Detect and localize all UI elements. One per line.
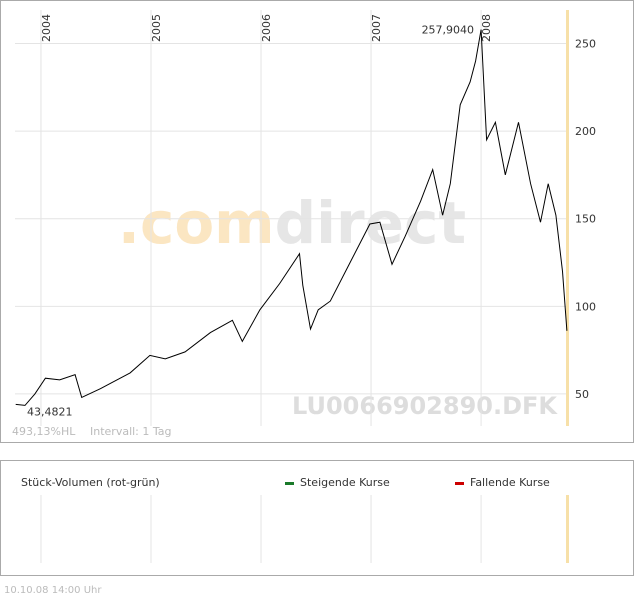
legend-swatch bbox=[455, 482, 464, 485]
x-tick-label: 2005 bbox=[150, 14, 163, 42]
x-tick-label: 2006 bbox=[260, 14, 273, 42]
current-band bbox=[566, 495, 569, 563]
x-tick-label: 2007 bbox=[370, 14, 383, 42]
main-panel bbox=[0, 0, 634, 443]
legend-label: Steigende Kurse bbox=[300, 476, 390, 489]
y-tick-label: 200 bbox=[575, 125, 596, 138]
watermark: .comdirect bbox=[118, 189, 466, 257]
legend-swatch bbox=[285, 482, 294, 485]
x-tick-label: 2004 bbox=[40, 14, 53, 42]
watermark-part: direct bbox=[275, 189, 466, 257]
legend-label: Fallende Kurse bbox=[470, 476, 550, 489]
y-tick-label: 250 bbox=[575, 37, 596, 50]
info: Intervall: 1 Tag bbox=[90, 425, 172, 438]
watermark-part: .com bbox=[118, 189, 275, 257]
annotation: 43,4821 bbox=[27, 405, 73, 418]
annotation: 257,9040 bbox=[422, 24, 475, 37]
x-tick-label: 2008 bbox=[480, 14, 493, 42]
symbol: LU0066902890.DFK bbox=[292, 392, 558, 420]
price-line bbox=[15, 29, 568, 406]
current-band bbox=[566, 10, 569, 426]
y-tick-label: 100 bbox=[575, 300, 596, 313]
volume-panel bbox=[0, 460, 634, 576]
y-tick-label: 50 bbox=[575, 388, 589, 401]
timestamp: 10.10.08 14:00 Uhr bbox=[4, 585, 102, 596]
y-tick-label: 150 bbox=[575, 213, 596, 226]
volume-title: Stück-Volumen (rot-grün) bbox=[21, 476, 160, 489]
info: 493,13%HL bbox=[12, 425, 76, 438]
